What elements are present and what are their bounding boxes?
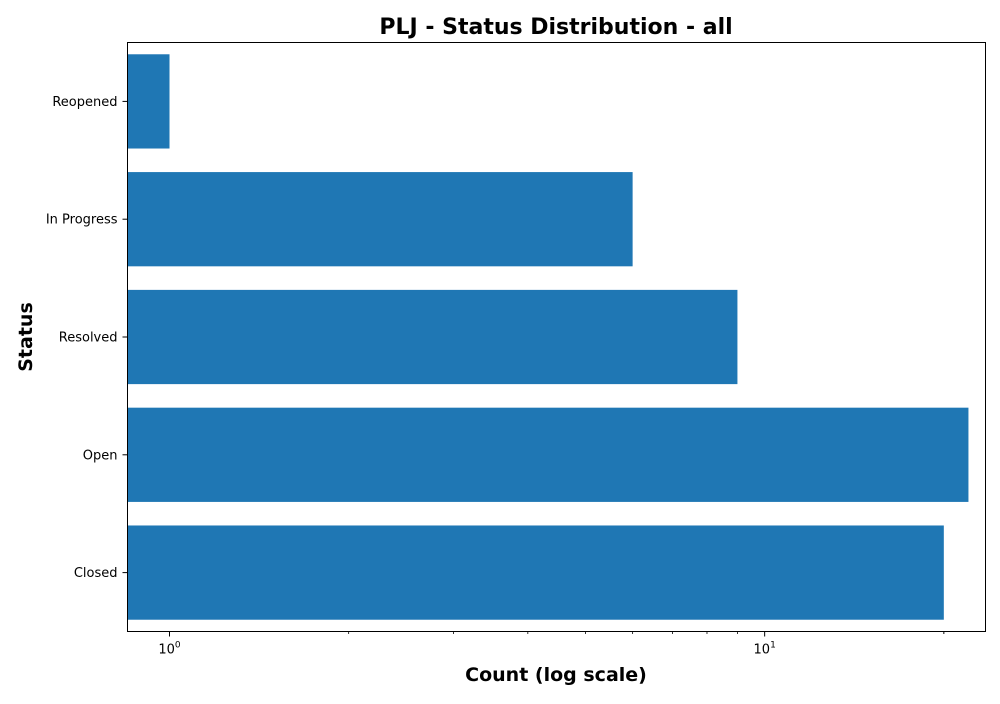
y-tick-label: Open [83, 448, 118, 463]
plot-frame [127, 42, 986, 632]
ticks-layer: Closed Open Resolved In Progress Reopened 100… [46, 95, 945, 658]
bar-in-progress [127, 172, 633, 267]
y-tick-label: Closed [74, 566, 118, 581]
y-axis-label: Status [15, 302, 37, 372]
y-tick-label: Reopened [52, 95, 117, 110]
chart-title: PLJ - Status Distribution - all [379, 15, 732, 40]
x-tick-label: 101 [754, 641, 776, 658]
x-axis-label: Count (log scale) [465, 664, 647, 686]
bar-open [127, 407, 969, 502]
y-tick-label: Resolved [59, 331, 118, 346]
bars-layer [127, 54, 969, 620]
bar-reopened [127, 54, 170, 149]
bar-resolved [127, 289, 738, 385]
x-tick-label: 100 [158, 641, 181, 658]
y-tick-label: In Progress [46, 213, 118, 228]
bar-closed [127, 525, 944, 620]
